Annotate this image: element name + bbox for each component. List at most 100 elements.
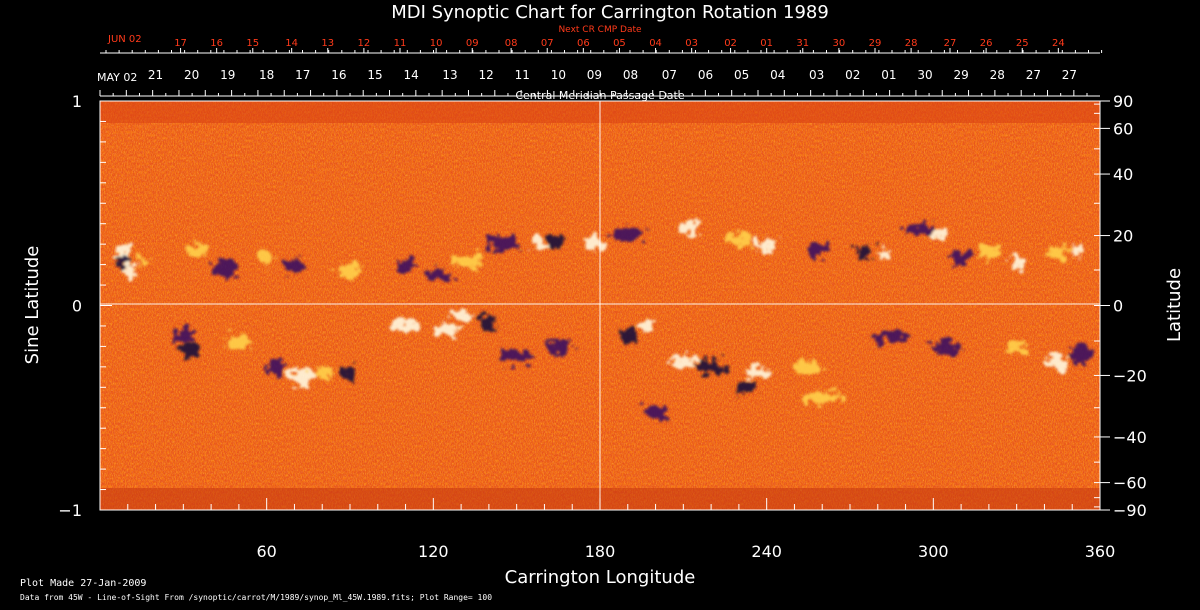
next-cr-date-label: 28 (905, 38, 918, 49)
magnetic-region (855, 246, 873, 259)
next-cr-start-label: JUN 02 (107, 34, 142, 45)
next-cr-date-label: 12 (358, 38, 371, 49)
magnetic-region (1005, 340, 1028, 353)
latitude-tick-label: 0 (1113, 297, 1123, 316)
y-axis-right: 90 60 40 20 0 −20 −40 −60 −90 (1094, 92, 1147, 520)
magnetic-region (669, 355, 698, 371)
magnetic-region (747, 365, 770, 381)
latitude-tick-label: 20 (1113, 227, 1133, 246)
next-cr-date-label: 16 (210, 38, 223, 49)
x-tick-label: 240 (751, 542, 782, 561)
next-cr-date-label: 15 (246, 38, 259, 49)
cmp-date-label: 18 (259, 68, 274, 82)
x-tick-label: 120 (418, 542, 449, 561)
next-cr-date-label: 29 (869, 38, 882, 49)
magnetic-region (755, 238, 778, 251)
next-cr-date-label: 04 (649, 38, 662, 49)
magnetic-region (677, 220, 701, 236)
cmp-date-label: 05 (734, 68, 749, 82)
chart-title: MDI Synoptic Chart for Carrington Rotati… (391, 2, 829, 23)
magnetic-region (425, 268, 453, 281)
latitude-tick-label: 40 (1113, 165, 1133, 184)
magnetic-region (394, 258, 417, 271)
magnetic-region (611, 226, 645, 242)
magnetic-region (452, 253, 487, 268)
magnetic-region (544, 339, 573, 354)
magnetic-region (1070, 244, 1085, 257)
cmp-date-label: 06 (698, 68, 713, 82)
y-left-tick-label: −1 (58, 501, 82, 520)
magnetic-region (115, 251, 130, 270)
magnetic-region (1047, 355, 1070, 371)
next-cr-date-label: 14 (285, 38, 298, 49)
magnetic-region (480, 314, 498, 330)
data-source-note: Data from 45W - Line-of-Sight From /syno… (20, 593, 493, 602)
next-cr-date-label: 07 (541, 38, 554, 49)
magnetic-region (125, 263, 137, 279)
x-tick-label: 360 (1085, 542, 1116, 561)
magnetic-region (283, 258, 306, 271)
cmp-date-label: 11 (515, 68, 530, 82)
magnetic-region (169, 328, 198, 344)
magnetic-region (263, 359, 287, 375)
cmp-date-axis: MAY 02 Central Meridian Passage Date 21 2… (97, 68, 1100, 102)
magnetic-region (931, 229, 946, 239)
cmp-date-label: 02 (845, 68, 860, 82)
magnetic-region (288, 369, 317, 385)
cmp-date-label: 15 (367, 68, 382, 82)
cmp-date-label: 09 (587, 68, 602, 82)
magnetic-region (802, 391, 842, 404)
cmp-date-label: 07 (662, 68, 677, 82)
next-cr-date-label: 25 (1016, 38, 1029, 49)
cmp-date-label: 27 (1026, 68, 1041, 82)
magnetic-region (638, 321, 656, 331)
next-cr-axis: Next CR CMP Date JUN 02 17 16 15 14 13 12 11 10… (100, 25, 1103, 54)
cmp-date-label: 20 (184, 68, 199, 82)
cmp-date-label: 27 (1062, 68, 1077, 82)
y-axis-left: 1 0 −1 (58, 92, 112, 520)
latitude-tick-label: 90 (1113, 92, 1133, 111)
cmp-date-label: 14 (403, 68, 418, 82)
cmp-date-label: 30 (917, 68, 932, 82)
next-cr-date-label: 03 (685, 38, 698, 49)
next-cr-date-label: 09 (466, 38, 479, 49)
cmp-date-label: 21 (148, 68, 163, 82)
latitude-tick-label: −20 (1113, 366, 1147, 385)
y-axis-left-label: Sine Latitude (22, 246, 43, 365)
cmp-start-label: MAY 02 (97, 71, 137, 84)
latitude-tick-label: −90 (1113, 501, 1147, 520)
next-cr-date-label: 10 (430, 38, 443, 49)
cmp-date-label: 29 (953, 68, 968, 82)
magnetic-region (311, 366, 334, 380)
magnetic-region (211, 260, 239, 278)
magnetic-region (905, 223, 934, 236)
magnetic-region (258, 252, 275, 265)
magnetic-region (225, 334, 253, 350)
magnetic-region (336, 263, 364, 279)
next-cr-date-label: 13 (321, 38, 334, 49)
cmp-date-label: 03 (809, 68, 824, 82)
next-cr-date-label: 06 (577, 38, 590, 49)
cmp-date-label: 19 (220, 68, 235, 82)
next-cr-date-label: 08 (505, 38, 518, 49)
magnetic-region (530, 238, 548, 251)
cmp-date-label: 13 (442, 68, 457, 82)
magnetic-region (805, 244, 828, 257)
magnetic-region (930, 340, 964, 353)
magnetic-region (697, 358, 725, 376)
next-cr-date-label: 17 (174, 38, 187, 49)
next-cr-date-label: 11 (394, 38, 407, 49)
magnetic-region (186, 244, 209, 257)
next-cr-date-label: 30 (833, 38, 846, 49)
magnetic-region (977, 246, 1001, 259)
magnetic-region (1008, 256, 1025, 269)
magnetic-region (336, 366, 353, 380)
next-cr-axis-label: Next CR CMP Date (558, 25, 642, 35)
magnetic-region (733, 381, 756, 394)
magnetic-region (725, 231, 753, 249)
y-left-tick-label: 0 (72, 297, 82, 316)
cmp-date-label: 08 (623, 68, 638, 82)
x-axis-label: Carrington Longitude (505, 567, 696, 588)
next-cr-date-label: 01 (760, 38, 773, 49)
